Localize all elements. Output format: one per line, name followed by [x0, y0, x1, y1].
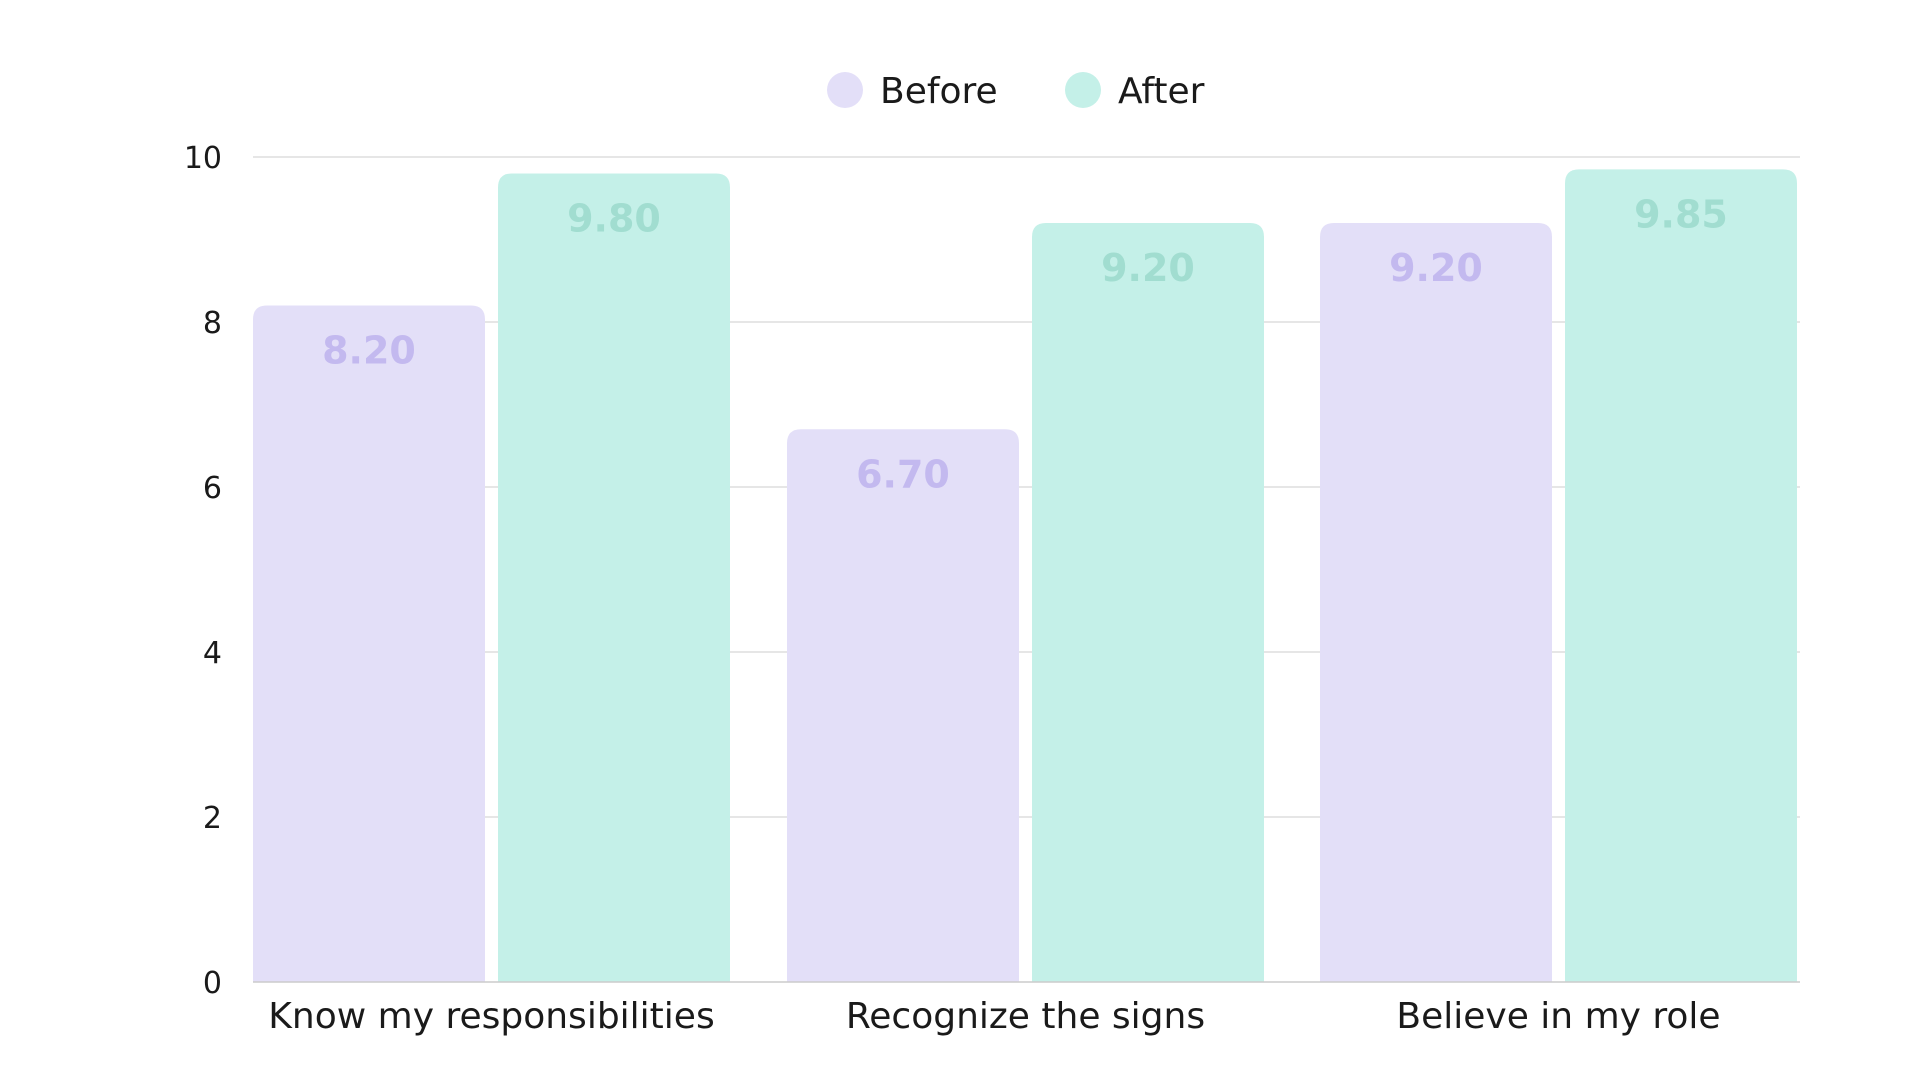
legend-swatch-after [1065, 72, 1101, 108]
bar-before [253, 305, 485, 982]
data-label: 8.20 [322, 329, 416, 373]
y-tick-label: 6 [203, 471, 222, 506]
bar-after [1565, 169, 1797, 982]
bar-before [787, 429, 1019, 982]
x-axis: Know my responsibilities Recognize the si… [253, 981, 1800, 1037]
x-tick-label: Know my responsibilities [268, 996, 714, 1037]
legend: Before After [827, 71, 1205, 112]
bar-after [498, 173, 730, 982]
data-label: 9.20 [1389, 246, 1483, 290]
bar-before [1320, 223, 1552, 982]
y-tick-label: 0 [203, 966, 222, 1001]
bar-after [1032, 223, 1264, 982]
y-tick-label: 10 [184, 141, 222, 176]
bars: 8.20 9.80 6.70 9.20 9.20 9.85 [253, 169, 1797, 982]
y-tick-label: 2 [203, 801, 222, 836]
y-tick-label: 4 [203, 636, 222, 671]
data-label: 9.20 [1101, 246, 1195, 290]
legend-label: Before [880, 71, 998, 112]
data-label: 9.85 [1634, 192, 1728, 236]
x-tick-label: Recognize the signs [846, 996, 1205, 1037]
y-axis: 0 2 4 6 8 10 [184, 141, 222, 1001]
legend-label: After [1118, 71, 1205, 112]
data-label: 9.80 [567, 197, 661, 241]
legend-swatch-before [827, 72, 863, 108]
data-label: 6.70 [856, 452, 950, 496]
x-tick-label: Believe in my role [1396, 996, 1720, 1037]
y-tick-label: 8 [203, 306, 222, 341]
